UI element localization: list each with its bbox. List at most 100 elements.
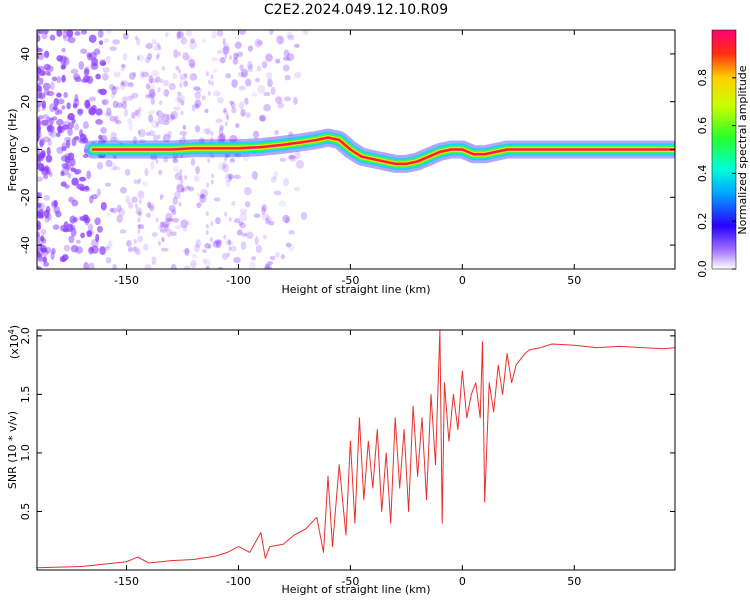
- noise-speck: [286, 31, 294, 39]
- noise-speck: [106, 55, 111, 64]
- bottom-x-tick-label: -150: [114, 575, 139, 588]
- noise-speck: [275, 35, 284, 40]
- noise-speck: [215, 239, 222, 249]
- noise-speck: [156, 111, 160, 117]
- noise-speck: [159, 195, 163, 201]
- noise-speck: [228, 246, 232, 252]
- noise-speck: [228, 173, 234, 180]
- noise-speck: [189, 73, 198, 81]
- noise-speck: [122, 96, 128, 104]
- bottom-y-tick-label: 2.0: [19, 327, 32, 345]
- noise-speck: [109, 84, 115, 91]
- noise-speck: [289, 155, 297, 162]
- noise-speck: [152, 134, 159, 142]
- noise-speck: [73, 97, 80, 107]
- noise-speck: [145, 42, 153, 50]
- noise-speck: [144, 57, 151, 63]
- noise-speck: [151, 232, 158, 237]
- noise-speck: [37, 107, 41, 113]
- noise-speck: [85, 99, 91, 108]
- noise-speck: [105, 159, 113, 168]
- noise-speck: [77, 183, 85, 191]
- noise-speck: [162, 120, 170, 126]
- noise-speck: [46, 124, 53, 132]
- noise-speck: [61, 142, 68, 151]
- noise-speck: [215, 217, 221, 225]
- top-x-tick-label: -100: [226, 274, 251, 287]
- noise-speck: [149, 130, 155, 136]
- noise-speck: [131, 196, 139, 203]
- noise-speck: [41, 119, 49, 126]
- noise-speck: [186, 185, 191, 190]
- noise-speck: [82, 153, 89, 159]
- noise-speck: [191, 104, 196, 112]
- noise-speck: [175, 65, 180, 71]
- noise-speck: [128, 72, 136, 80]
- noise-speck: [156, 52, 160, 58]
- top-x-ticks: -150 -100 -50 0 50: [114, 30, 581, 287]
- noise-speck: [270, 86, 276, 95]
- noise-speck: [139, 139, 146, 144]
- noise-speck: [78, 176, 87, 182]
- noise-speck: [67, 173, 72, 179]
- noise-speck: [138, 128, 146, 138]
- noise-speck: [42, 136, 51, 143]
- noise-speck: [37, 125, 41, 135]
- noise-speck: [43, 30, 49, 35]
- noise-speck: [177, 91, 182, 96]
- noise-speck: [109, 137, 117, 142]
- noise-speck: [37, 163, 40, 170]
- noise-speck: [37, 33, 41, 43]
- noise-speck: [172, 156, 177, 163]
- noise-speck: [137, 228, 141, 234]
- noise-speck: [49, 34, 56, 41]
- noise-speck: [63, 227, 69, 233]
- noise-speck: [155, 54, 159, 60]
- spectrogram-panel: -150 -100 -50 0 50 -40 -20 0 20 40 Height of str…: [6, 29, 676, 296]
- noise-speck: [78, 216, 83, 221]
- noise-speck: [265, 218, 270, 225]
- noise-speck: [270, 176, 277, 183]
- colorbar: 0.0 0.2 0.4 0.6 0.8 Normalized spectral ampl…: [696, 29, 749, 278]
- noise-speck: [106, 107, 112, 116]
- noise-speck: [95, 108, 103, 116]
- noise-speck: [262, 234, 267, 240]
- noise-speck: [261, 61, 268, 69]
- noise-speck: [53, 97, 59, 107]
- noise-speck: [96, 161, 104, 170]
- noise-speck: [183, 125, 187, 131]
- noise-speck: [48, 171, 53, 177]
- noise-speck: [39, 210, 46, 218]
- snr-series-line: [37, 330, 675, 569]
- noise-speck: [120, 81, 125, 86]
- noise-speck: [158, 240, 162, 246]
- noise-speck: [46, 71, 52, 76]
- noise-speck: [104, 182, 111, 187]
- noise-speck: [235, 123, 240, 128]
- noise-speck: [205, 223, 209, 229]
- noise-speck: [266, 71, 273, 81]
- noise-speck: [194, 125, 201, 133]
- noise-speck: [113, 71, 121, 78]
- noise-speck: [221, 252, 229, 261]
- noise-speck: [225, 113, 229, 119]
- noise-speck: [237, 51, 244, 57]
- noise-speck: [216, 30, 224, 37]
- noise-speck: [166, 228, 172, 238]
- noise-speck: [37, 176, 43, 182]
- noise-speck: [261, 213, 270, 221]
- noise-speck: [138, 223, 142, 229]
- noise-speck: [230, 245, 237, 252]
- noise-speck: [174, 97, 182, 103]
- noise-speck: [159, 221, 165, 229]
- noise-speck: [46, 212, 52, 221]
- noise-speck: [37, 231, 40, 238]
- noise-speck: [86, 52, 92, 58]
- noise-speck: [245, 112, 251, 119]
- noise-speck: [57, 125, 63, 134]
- noise-speck: [42, 82, 51, 91]
- noise-speck: [172, 72, 178, 80]
- bottom-x-axis-label: Height of straight line (km): [281, 583, 430, 596]
- noise-speck: [263, 91, 271, 97]
- noise-speck: [162, 79, 170, 86]
